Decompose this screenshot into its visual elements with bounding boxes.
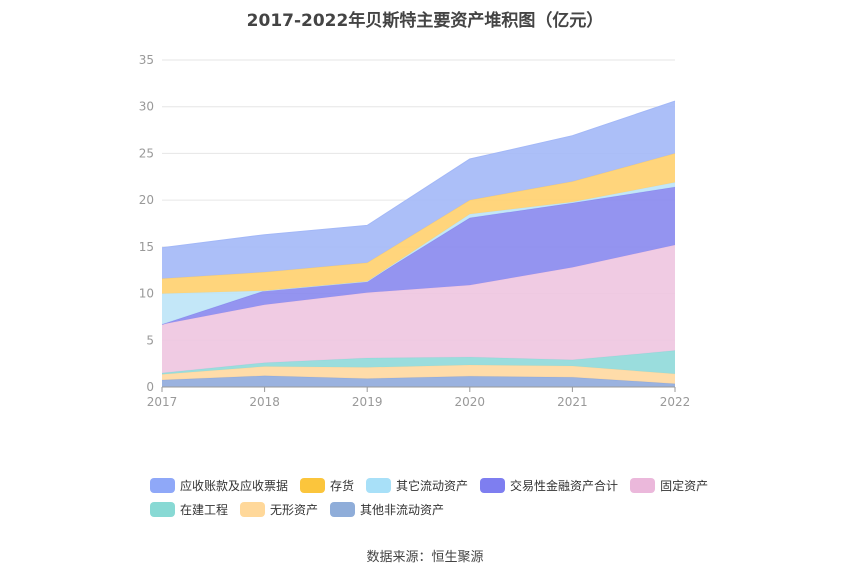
y-tick-label: 25: [139, 146, 154, 160]
y-tick-label: 15: [139, 240, 154, 254]
area-series-7: [162, 101, 675, 279]
x-tick-label: 2021: [557, 395, 588, 409]
y-tick-label: 10: [139, 287, 154, 301]
legend-swatch: [150, 477, 175, 493]
legend-swatch: [240, 501, 266, 517]
area-series-3: [162, 244, 675, 373]
y-tick-label: 35: [139, 53, 154, 67]
legend-swatch: [480, 477, 506, 493]
area-series: [161, 100, 676, 387]
legend-label: 其他非流动资产: [360, 502, 445, 517]
legend-label: 其它流动资产: [396, 478, 469, 493]
x-tick-label: 2018: [249, 395, 280, 409]
legend-label: 存货: [330, 478, 355, 493]
legend-item[interactable]: 其他非流动资产: [330, 501, 444, 518]
legend-item[interactable]: 固定资产: [630, 477, 708, 494]
x-tick-label: 2017: [147, 395, 178, 409]
area-series-6: [162, 153, 675, 294]
legend-label: 在建工程: [180, 502, 229, 517]
series-line-7: [161, 100, 676, 249]
y-tick-label: 0: [146, 380, 154, 394]
legend-swatch: [330, 501, 356, 517]
x-tick-label: 2020: [455, 395, 486, 409]
legend-swatch: [300, 477, 326, 493]
area-series-1: [162, 365, 675, 384]
legend-item[interactable]: 应收账款及应收票据: [150, 477, 288, 494]
legend-item[interactable]: 在建工程: [150, 501, 228, 518]
y-tick-label: 5: [146, 333, 154, 347]
x-tick-label: 2019: [352, 395, 383, 409]
area-series-2: [162, 350, 675, 375]
legend-label: 无形资产: [270, 502, 319, 517]
legend-swatch: [366, 477, 392, 493]
x-tick-label: 2022: [660, 395, 691, 409]
legend-item[interactable]: 其它流动资产: [366, 477, 468, 494]
y-tick-label: 20: [139, 193, 154, 207]
chart-title: 2017-2022年贝斯特主要资产堆积图（亿元）: [246, 11, 604, 31]
legend-swatch: [630, 477, 656, 493]
legend-label: 固定资产: [660, 478, 709, 493]
data-source: 数据来源：恒生聚源: [366, 550, 484, 565]
legend-item[interactable]: 存货: [300, 477, 354, 494]
legend-item[interactable]: 交易性金融资产合计: [480, 477, 618, 494]
legend-item[interactable]: 无形资产: [240, 501, 318, 518]
legend-label: 应收账款及应收票据: [180, 478, 289, 493]
legend-swatch: [150, 501, 175, 517]
stacked-area-chart: 0 5 10 15 20 25 30 35 2017 2018 2019 2020 2021 2022: [139, 53, 691, 409]
axes: 0 5 10 15 20 25 30 35 2017 2018 2019 2020 2021 2022: [139, 53, 691, 409]
legend-row: 应收账款及应收票据 存货 其它流动资产 交易性金融资产合计 固定资产: [150, 473, 730, 497]
legend-label: 交易性金融资产合计: [510, 478, 619, 493]
legend: 应收账款及应收票据 存货 其它流动资产 交易性金融资产合计 固定资产在建工程 无形资产 其他…: [150, 473, 730, 521]
area-series-0: [162, 375, 675, 387]
y-tick-label: 30: [139, 100, 154, 114]
area-series-4: [162, 187, 675, 325]
legend-row: 在建工程 无形资产 其他非流动资产: [150, 497, 730, 521]
